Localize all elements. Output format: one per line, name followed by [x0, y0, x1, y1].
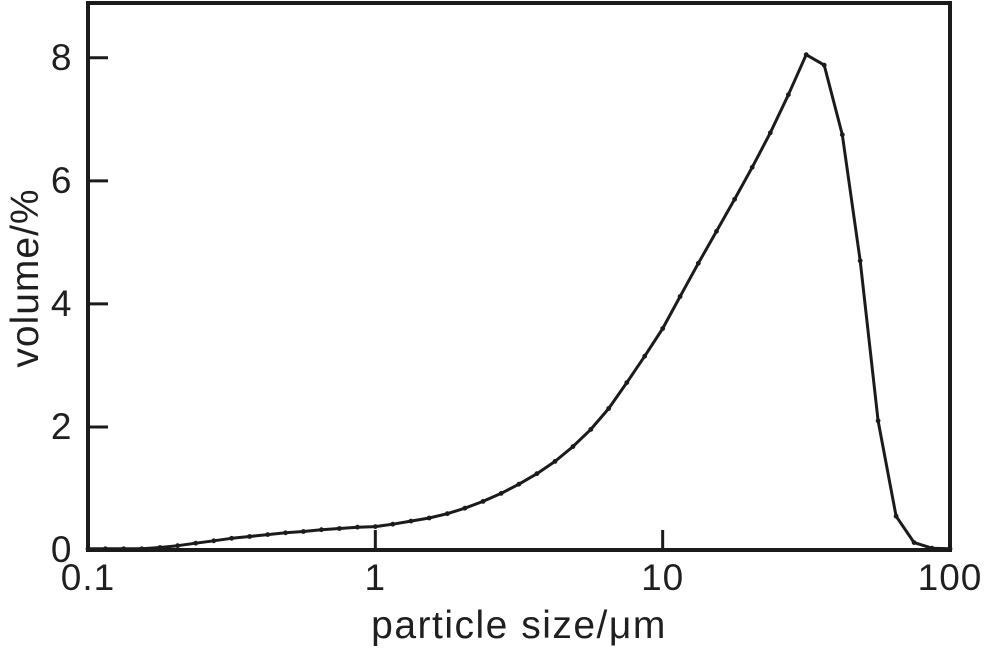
- data-point-marker: [319, 527, 324, 533]
- data-point-marker: [570, 444, 576, 449]
- data-point-marker: [229, 535, 235, 541]
- data-point-marker: [408, 518, 414, 524]
- data-point-marker: [606, 406, 612, 411]
- data-point-marker: [732, 196, 737, 202]
- y-tick-label: 2: [50, 405, 72, 447]
- data-point-marker: [462, 505, 468, 511]
- x-tick-label: 1: [364, 557, 387, 598]
- data-point-marker: [624, 380, 630, 385]
- data-point-marker: [660, 326, 666, 331]
- y-tick-label: 8: [50, 36, 72, 78]
- y-tick-label: 6: [50, 159, 72, 201]
- data-point-marker: [534, 471, 540, 477]
- data-point-marker: [139, 546, 145, 552]
- data-point-marker: [283, 530, 288, 536]
- data-point-marker: [211, 538, 217, 544]
- data-point-marker: [193, 540, 199, 546]
- data-point-marker: [498, 491, 504, 496]
- data-point-marker: [929, 545, 935, 551]
- data-point-marker: [85, 546, 91, 552]
- data-point-markers: [85, 52, 953, 552]
- data-point-marker: [677, 294, 683, 299]
- data-point-marker: [175, 543, 181, 549]
- data-point-marker: [247, 534, 253, 539]
- y-tick-label: 0: [50, 529, 72, 570]
- data-point-marker: [265, 532, 271, 537]
- data-point-marker: [301, 529, 306, 534]
- data-point-marker: [355, 524, 360, 530]
- data-point-marker: [875, 418, 881, 424]
- y-axis-title: volume/%: [4, 188, 47, 368]
- data-point-marker: [786, 92, 791, 98]
- data-point-marker: [642, 353, 648, 359]
- data-point-marker: [839, 132, 845, 138]
- plot-frame: [86, 1, 952, 552]
- data-point-marker: [157, 545, 163, 550]
- data-point-marker: [552, 459, 558, 464]
- data-point-marker: [893, 513, 899, 519]
- x-axis-title: particle size/μm: [371, 604, 667, 647]
- data-point-marker: [444, 511, 450, 517]
- data-point-marker: [372, 524, 378, 529]
- data-point-marker: [947, 546, 953, 552]
- data-point-marker: [103, 546, 108, 552]
- data-point-marker: [695, 260, 701, 266]
- x-tick-label: 10: [641, 557, 685, 598]
- data-point-marker: [337, 526, 342, 531]
- data-point-marker: [749, 164, 755, 170]
- x-tick-label: 100: [917, 557, 983, 598]
- data-point-marker: [426, 515, 432, 521]
- data-point-marker: [767, 130, 773, 136]
- data-point-marker: [516, 481, 522, 487]
- distribution-curve: [86, 53, 952, 551]
- data-point-marker: [714, 228, 719, 234]
- data-point-marker: [821, 62, 827, 68]
- data-point-marker: [390, 521, 396, 527]
- data-point-marker: [803, 52, 809, 58]
- y-tick-label: 4: [50, 282, 72, 324]
- data-point-marker: [857, 258, 863, 264]
- data-point-marker: [588, 427, 594, 432]
- data-point-marker: [480, 499, 486, 504]
- data-point-marker: [121, 546, 126, 552]
- data-point-marker: [911, 540, 917, 545]
- x-tick-label: 0.1: [60, 557, 116, 598]
